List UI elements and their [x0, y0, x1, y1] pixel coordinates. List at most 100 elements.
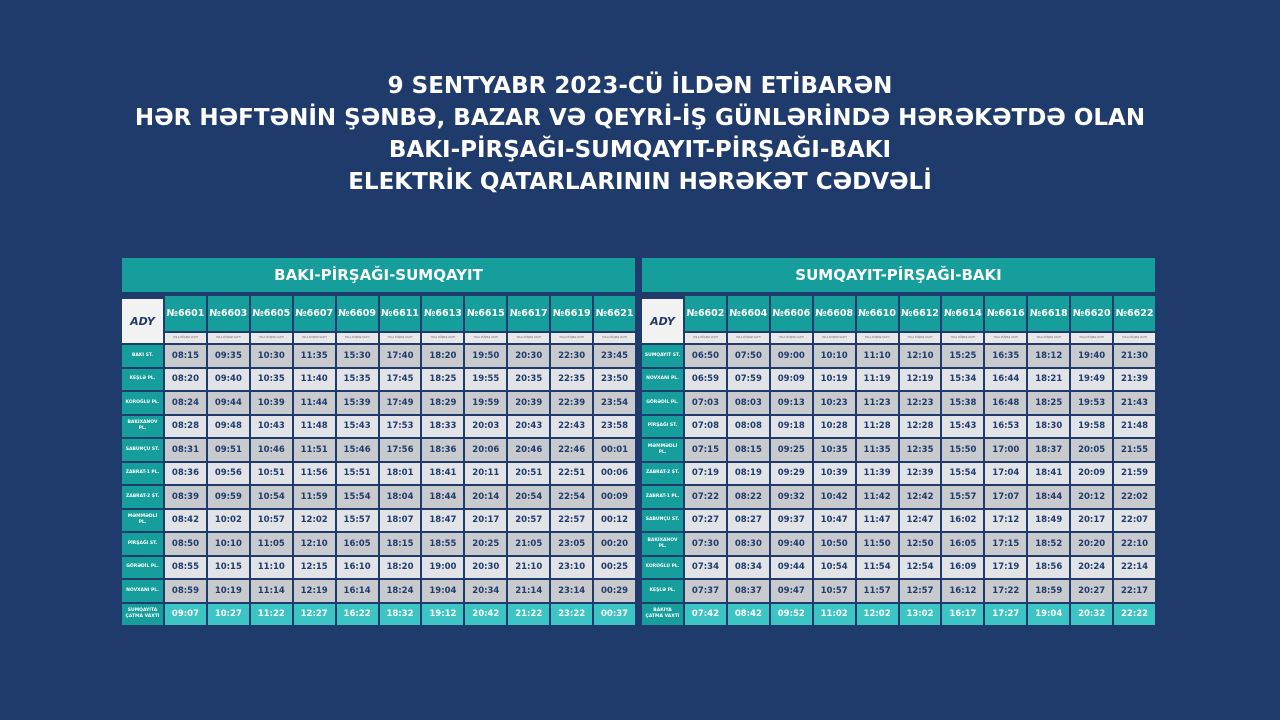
- arrival-time: 08:42: [727, 603, 769, 625]
- departure-time: 07:37: [685, 580, 726, 602]
- departure-time: 15:38: [942, 392, 984, 414]
- departure-time: 19:55: [465, 368, 507, 390]
- departure-time: 19:59: [465, 392, 507, 414]
- departure-time-label: YOLA DÜŞMƏ VAXTI: [1071, 333, 1113, 343]
- departure-time: 11:42: [856, 486, 898, 508]
- departure-time: 19:00: [422, 556, 464, 578]
- arrival-time: 22:22: [1114, 603, 1155, 625]
- departure-time: 10:39: [250, 392, 292, 414]
- station-name: KOROĞLU PL.: [642, 556, 683, 578]
- departure-time: 11:51: [293, 439, 335, 461]
- departure-time: 15:25: [942, 345, 984, 367]
- departure-time: 20:43: [508, 415, 550, 437]
- departure-time: 16:53: [985, 415, 1027, 437]
- departure-time: 12:39: [899, 462, 941, 484]
- departure-time: 15:30: [336, 345, 378, 367]
- departure-time: 11:23: [856, 392, 898, 414]
- departure-time: 16:05: [336, 533, 378, 555]
- departure-time-label: YOLA DÜŞMƏ VAXTI: [594, 333, 635, 343]
- station-name: SUMQAYIT ST.: [642, 345, 683, 367]
- departure-time: 00:25: [594, 556, 635, 578]
- departure-time: 20:57: [508, 509, 550, 531]
- arrival-time: 09:52: [770, 603, 812, 625]
- train-number: №6604: [727, 296, 769, 331]
- departure-time: 07:15: [685, 439, 726, 461]
- departure-time: 18:04: [379, 486, 421, 508]
- departure-time: 18:25: [1028, 392, 1070, 414]
- station-name: KOROĞLU PL.: [122, 392, 163, 414]
- station-name: SABUNÇU ST.: [642, 509, 683, 531]
- departure-time: 16:35: [985, 345, 1027, 367]
- departure-time: 00:06: [594, 462, 635, 484]
- departure-time: 20:51: [508, 462, 550, 484]
- departure-time: 10:39: [813, 462, 855, 484]
- departure-time: 18:21: [1028, 368, 1070, 390]
- title-line: ELEKTRİK QATARLARININ HƏRƏKƏT CƏDVƏLİ: [348, 169, 932, 195]
- departure-time: 18:47: [422, 509, 464, 531]
- departure-time: 20:14: [465, 486, 507, 508]
- departure-time-label: YOLA DÜŞMƏ VAXTI: [465, 333, 507, 343]
- departure-time: 20:03: [465, 415, 507, 437]
- departure-time: 22:57: [551, 509, 593, 531]
- departure-time: 15:57: [336, 509, 378, 531]
- departure-time: 20:09: [1071, 462, 1113, 484]
- departure-time: 08:24: [165, 392, 206, 414]
- departure-time: 19:58: [1071, 415, 1113, 437]
- departure-time: 08:59: [165, 580, 206, 602]
- departure-time: 08:22: [727, 486, 769, 508]
- departure-time: 09:35: [207, 345, 249, 367]
- train-number: №6609: [336, 296, 378, 331]
- departure-time: 22:51: [551, 462, 593, 484]
- departure-time: 09:56: [207, 462, 249, 484]
- departure-time: 20:06: [465, 439, 507, 461]
- departure-time: 21:48: [1114, 415, 1155, 437]
- departure-time: 17:45: [379, 368, 421, 390]
- departure-time: 00:12: [594, 509, 635, 531]
- departure-time: 18:12: [1028, 345, 1070, 367]
- departure-time-label: YOLA DÜŞMƏ VAXTI: [899, 333, 941, 343]
- departure-time: 12:35: [899, 439, 941, 461]
- departure-time: 22:39: [551, 392, 593, 414]
- departure-time: 08:50: [165, 533, 206, 555]
- departure-time: 11:40: [293, 368, 335, 390]
- arrival-time: 11:22: [250, 603, 292, 625]
- departure-time: 11:44: [293, 392, 335, 414]
- departure-time: 10:57: [813, 580, 855, 602]
- departure-time: 08:27: [727, 509, 769, 531]
- departure-time: 15:54: [336, 486, 378, 508]
- departure-time: 10:23: [813, 392, 855, 414]
- departure-time: 12:54: [899, 556, 941, 578]
- departure-time-label: YOLA DÜŞMƏ VAXTI: [1028, 333, 1070, 343]
- departure-time: 11:50: [856, 533, 898, 555]
- departure-time: 16:48: [985, 392, 1027, 414]
- arrival-time: 23:22: [551, 603, 593, 625]
- station-name: PİRŞAĞI ST.: [642, 415, 683, 437]
- departure-time: 18:59: [1028, 580, 1070, 602]
- title-line: BAKI-PİRŞAĞI-SUMQAYIT-PİRŞAĞI-BAKI: [388, 137, 892, 163]
- departure-time: 17:12: [985, 509, 1027, 531]
- title-line: 9 SENTYABR 2023-CÜ İLDƏN ETİBARƏN: [387, 73, 893, 99]
- departure-time: 18:55: [422, 533, 464, 555]
- departure-time: 08:15: [165, 345, 206, 367]
- departure-time: 07:30: [685, 533, 726, 555]
- departure-time: 09:59: [207, 486, 249, 508]
- departure-time: 18:36: [422, 439, 464, 461]
- departure-time: 11:14: [250, 580, 292, 602]
- departure-time: 23:45: [594, 345, 635, 367]
- departure-time: 18:44: [422, 486, 464, 508]
- departure-time: 16:10: [336, 556, 378, 578]
- departure-time: 08:20: [165, 368, 206, 390]
- departure-time: 10:35: [813, 439, 855, 461]
- departure-time-label: YOLA DÜŞMƏ VAXTI: [1114, 333, 1155, 343]
- arrival-time: 19:12: [422, 603, 464, 625]
- departure-time: 11:05: [250, 533, 292, 555]
- station-name: MƏMMƏDLİ PL.: [642, 439, 683, 461]
- departure-time: 06:59: [685, 368, 726, 390]
- departure-time: 18:56: [1028, 556, 1070, 578]
- departure-time: 20:30: [465, 556, 507, 578]
- departure-time: 22:02: [1114, 486, 1155, 508]
- departure-time: 18:41: [422, 462, 464, 484]
- departure-time: 20:46: [508, 439, 550, 461]
- arrival-time: 18:32: [379, 603, 421, 625]
- departure-time: 07:22: [685, 486, 726, 508]
